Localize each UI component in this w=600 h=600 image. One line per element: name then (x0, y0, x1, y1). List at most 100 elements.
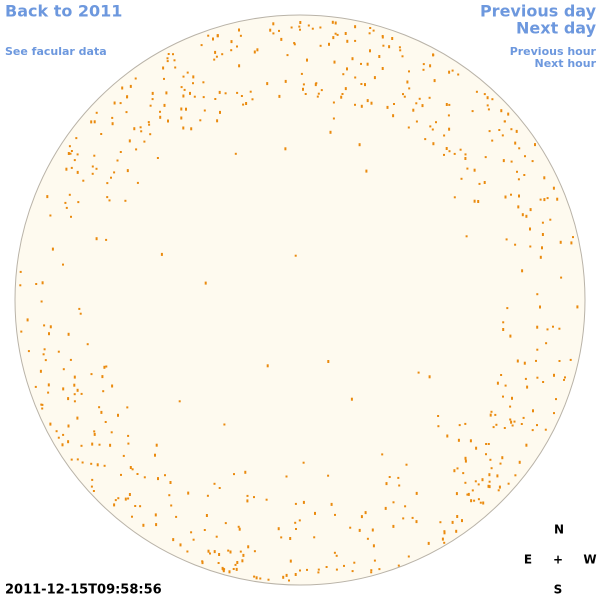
facula (334, 21, 337, 25)
facula (293, 42, 296, 44)
facula (351, 57, 354, 61)
facula (473, 168, 476, 172)
facula (443, 134, 446, 137)
facula (103, 365, 106, 369)
facula (408, 87, 411, 90)
facula (346, 67, 348, 71)
facula (302, 461, 305, 464)
facula (216, 34, 219, 38)
facula (182, 126, 185, 130)
previous-day-link[interactable]: Previous day (480, 2, 597, 21)
facula (464, 456, 467, 460)
facula (407, 126, 410, 129)
previous-hour-link[interactable]: Previous hour (510, 45, 597, 58)
facula (365, 169, 368, 173)
facula (366, 99, 369, 103)
facula (502, 159, 505, 163)
facula (437, 415, 440, 417)
facula (289, 537, 292, 540)
facula (70, 150, 73, 152)
facula (399, 49, 402, 52)
facula (172, 53, 174, 56)
facula (539, 255, 542, 259)
facula (518, 194, 520, 198)
facula (95, 237, 98, 241)
back-link[interactable]: Back to 2011 (5, 2, 122, 21)
facula (421, 104, 424, 108)
facula (93, 120, 96, 124)
facula (459, 148, 462, 151)
facula (370, 571, 373, 574)
facula (113, 101, 116, 105)
facula (288, 579, 290, 582)
facula (526, 385, 529, 389)
facula (509, 405, 512, 408)
facula (451, 69, 454, 72)
facula (484, 156, 487, 159)
next-hour-link[interactable]: Next hour (535, 57, 597, 70)
facula (182, 94, 185, 98)
facula (487, 484, 490, 488)
facula (341, 93, 344, 95)
facula (451, 520, 454, 524)
facula (471, 489, 474, 492)
facula (465, 235, 468, 238)
facula (332, 36, 335, 40)
facula (501, 456, 504, 460)
facula (353, 561, 356, 564)
facula (549, 218, 552, 221)
facula (203, 529, 206, 531)
facula (167, 119, 169, 123)
facula (201, 561, 204, 565)
facula (65, 167, 68, 171)
facula (558, 360, 561, 362)
facula (142, 523, 145, 527)
facular-link[interactable]: See facular data (5, 45, 107, 58)
facula (206, 494, 209, 497)
facula (489, 413, 492, 417)
facula (98, 406, 101, 409)
facula (255, 576, 258, 580)
facula (209, 552, 211, 555)
facula (128, 493, 131, 496)
facula (239, 550, 242, 553)
facula (327, 474, 330, 477)
facula (143, 140, 146, 143)
facula (234, 152, 237, 155)
facula (544, 428, 547, 431)
next-day-link[interactable]: Next day (516, 19, 597, 38)
facula (280, 37, 283, 41)
facula (151, 98, 154, 101)
facula (457, 73, 460, 76)
facula (487, 108, 490, 111)
facula (429, 125, 432, 128)
facula (128, 139, 131, 143)
facula (488, 130, 491, 133)
facula (217, 562, 220, 564)
facula (110, 431, 113, 434)
facula (428, 96, 431, 99)
facula (510, 128, 513, 131)
facula (91, 172, 94, 175)
facula (315, 82, 318, 85)
facula (61, 443, 64, 447)
facula (170, 504, 173, 507)
facula (127, 497, 130, 500)
facula (116, 159, 119, 162)
facula (516, 170, 518, 173)
facula (76, 153, 79, 156)
facula (384, 506, 387, 510)
facula (545, 342, 548, 345)
facula (488, 485, 491, 489)
facula (381, 67, 384, 70)
facula (373, 76, 376, 80)
facula (536, 424, 538, 427)
facula (64, 201, 67, 204)
facula (343, 564, 345, 567)
facula (325, 566, 328, 568)
facula (70, 166, 73, 169)
facula (109, 443, 112, 447)
facula (429, 64, 432, 68)
facula (503, 120, 506, 123)
